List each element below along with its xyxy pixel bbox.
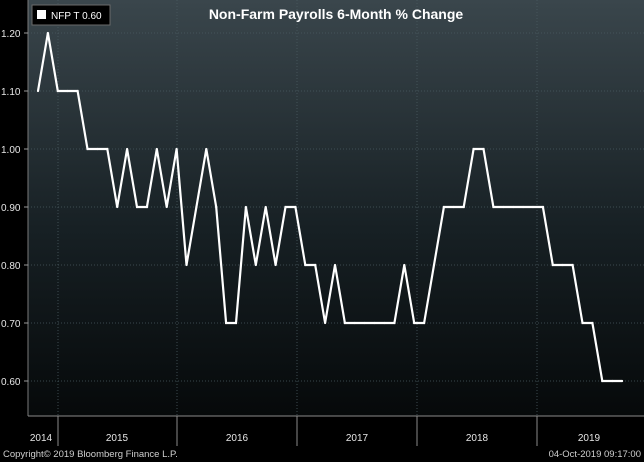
timestamp-text: 04-Oct-2019 09:17:00	[549, 449, 641, 460]
y-tick-label: 0.80	[1, 261, 21, 272]
data-point	[314, 263, 317, 267]
data-point	[274, 263, 277, 267]
legend-swatch	[37, 10, 46, 19]
data-point	[86, 147, 89, 151]
data-point	[512, 205, 515, 209]
series-layer	[36, 31, 624, 383]
data-point	[126, 147, 129, 151]
y-tick-label: 0.60	[1, 377, 21, 388]
data-point	[531, 205, 535, 209]
data-point	[522, 205, 525, 209]
data-point	[106, 147, 109, 151]
data-point	[621, 379, 624, 383]
data-point	[561, 263, 564, 267]
y-tick-label: 1.20	[1, 29, 21, 40]
data-point	[502, 205, 505, 209]
data-point	[205, 147, 208, 151]
x-tick-label: 2018	[466, 433, 489, 444]
data-point	[254, 263, 257, 267]
x-tick-label: 2016	[226, 433, 249, 444]
copyright-text: Copyright© 2019 Bloomberg Finance L.P.	[3, 449, 178, 460]
data-point	[413, 321, 416, 325]
data-point	[175, 147, 178, 151]
data-point	[581, 321, 584, 325]
data-point	[393, 321, 396, 325]
data-point	[591, 321, 594, 325]
legend-box	[31, 4, 111, 26]
data-point	[304, 263, 307, 267]
data-point	[472, 147, 475, 151]
data-point	[324, 321, 327, 325]
data-point	[482, 147, 485, 151]
data-point	[56, 89, 59, 93]
y-tick-label: 1.00	[1, 145, 21, 156]
data-point	[66, 89, 69, 93]
data-point	[333, 263, 337, 267]
data-point	[442, 205, 445, 209]
data-point	[343, 321, 346, 325]
x-axis-ticks: 2014 2015 2016 2017 2018 2019	[30, 416, 601, 446]
data-point	[373, 321, 376, 325]
plot-background	[28, 0, 644, 416]
data-point	[284, 205, 287, 209]
data-point	[185, 263, 188, 267]
series-line-nfp	[36, 32, 623, 383]
data-point	[215, 205, 218, 209]
data-point	[165, 205, 168, 209]
data-point	[403, 263, 406, 267]
data-point	[36, 89, 40, 93]
data-point	[145, 205, 148, 209]
data-point	[135, 205, 139, 209]
data-point	[244, 205, 247, 209]
data-point	[225, 321, 228, 325]
data-point	[601, 379, 604, 383]
x-tick-label: 2014	[30, 433, 53, 444]
y-tick-label: 0.90	[1, 203, 21, 214]
data-point	[96, 147, 99, 151]
data-point	[452, 205, 455, 209]
data-point	[264, 205, 267, 209]
data-point	[423, 321, 426, 325]
y-tick-label: 0.70	[1, 319, 21, 330]
y-axis-ticks: 1.20 1.10 1.00 0.90 0.80 0.70 0.60	[1, 29, 28, 388]
data-point	[116, 205, 119, 209]
data-point	[432, 263, 436, 267]
data-point	[611, 379, 614, 383]
legend: NFP T 0.60	[31, 4, 111, 26]
x-tick-label: 2017	[346, 433, 369, 444]
y-tick-label: 1.10	[1, 87, 21, 98]
data-point	[492, 205, 495, 209]
data-point	[195, 205, 198, 209]
data-point	[551, 263, 554, 267]
data-point	[353, 321, 356, 325]
data-point	[571, 263, 574, 267]
chart-title: Non-Farm Payrolls 6-Month % Change	[209, 6, 464, 22]
legend-label: NFP T 0.60	[51, 11, 102, 22]
data-point	[462, 205, 465, 209]
data-point	[155, 147, 158, 151]
data-point	[234, 321, 238, 325]
data-point	[363, 321, 366, 325]
data-point	[383, 321, 386, 325]
x-tick-label: 2015	[106, 433, 129, 444]
data-point	[76, 89, 79, 93]
data-point	[46, 31, 50, 35]
data-point	[294, 205, 297, 209]
data-point	[541, 205, 545, 209]
x-tick-label: 2019	[578, 433, 601, 444]
